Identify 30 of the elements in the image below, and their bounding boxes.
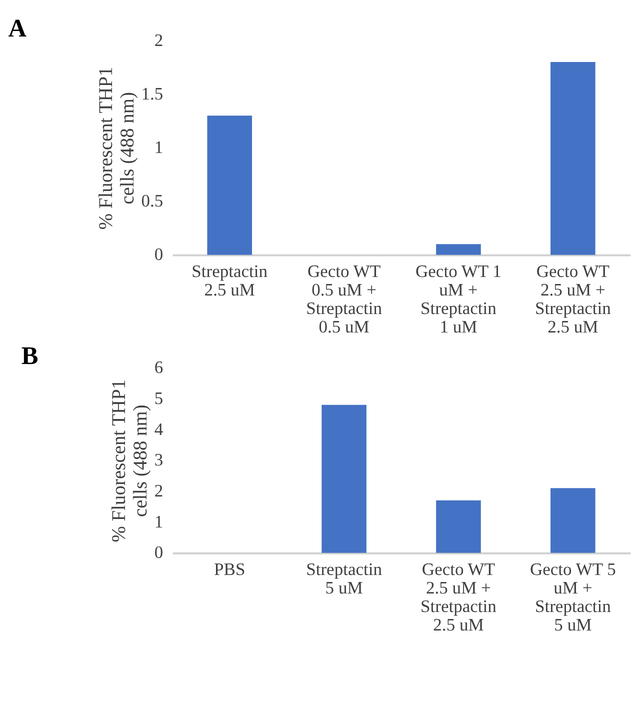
bar — [207, 116, 252, 255]
y-tick-label: 1.5 — [141, 83, 164, 104]
y-axis-title: % Fluorescent THP1 cells (488 nm) — [109, 379, 152, 542]
y-tick-label: 3 — [154, 450, 164, 470]
bar — [550, 488, 596, 553]
bar — [436, 244, 481, 255]
y-tick-label: 0 — [154, 244, 164, 264]
y-tick-label: 4 — [154, 418, 164, 439]
chart-title: B — [21, 342, 38, 370]
x-tick-label: Gecto WT 1 uM + Streptactin 1 uM — [416, 260, 502, 336]
y-tick-label: 5 — [154, 388, 164, 408]
x-tick-label: Streptactin 5 uM — [306, 558, 382, 598]
y-tick-label: 1 — [154, 137, 164, 158]
y-tick-label: 0 — [154, 542, 164, 562]
x-tick-label: Gecto WT 2.5 uM + Stretpactin 2.5 uM — [420, 558, 497, 634]
x-tick-label: PBS — [214, 558, 246, 579]
x-tick-label: Streptactin 2.5 uM — [192, 260, 268, 300]
y-tick-label: 1 — [154, 511, 164, 532]
bar — [550, 62, 596, 255]
x-tick-label: Gecto WT 2.5 uM + Streptactin 2.5 uM — [534, 260, 612, 336]
y-tick-label: 2 — [154, 480, 164, 501]
bar — [322, 404, 366, 553]
y-tick-label: 2 — [154, 30, 164, 50]
bar — [436, 500, 481, 553]
x-tick-label: Gecto WT 5 uM + Streptactin 5 uM — [530, 558, 616, 634]
y-axis-title: % Fluorescent THP1 cells (488 nm) — [96, 66, 138, 230]
y-tick-label: 0.5 — [141, 190, 164, 211]
x-tick-label: Gecto WT 0.5 uM + Streptactin 0.5 uM — [306, 260, 382, 336]
y-tick-label: 6 — [154, 357, 164, 378]
chart-title: A — [8, 14, 28, 43]
